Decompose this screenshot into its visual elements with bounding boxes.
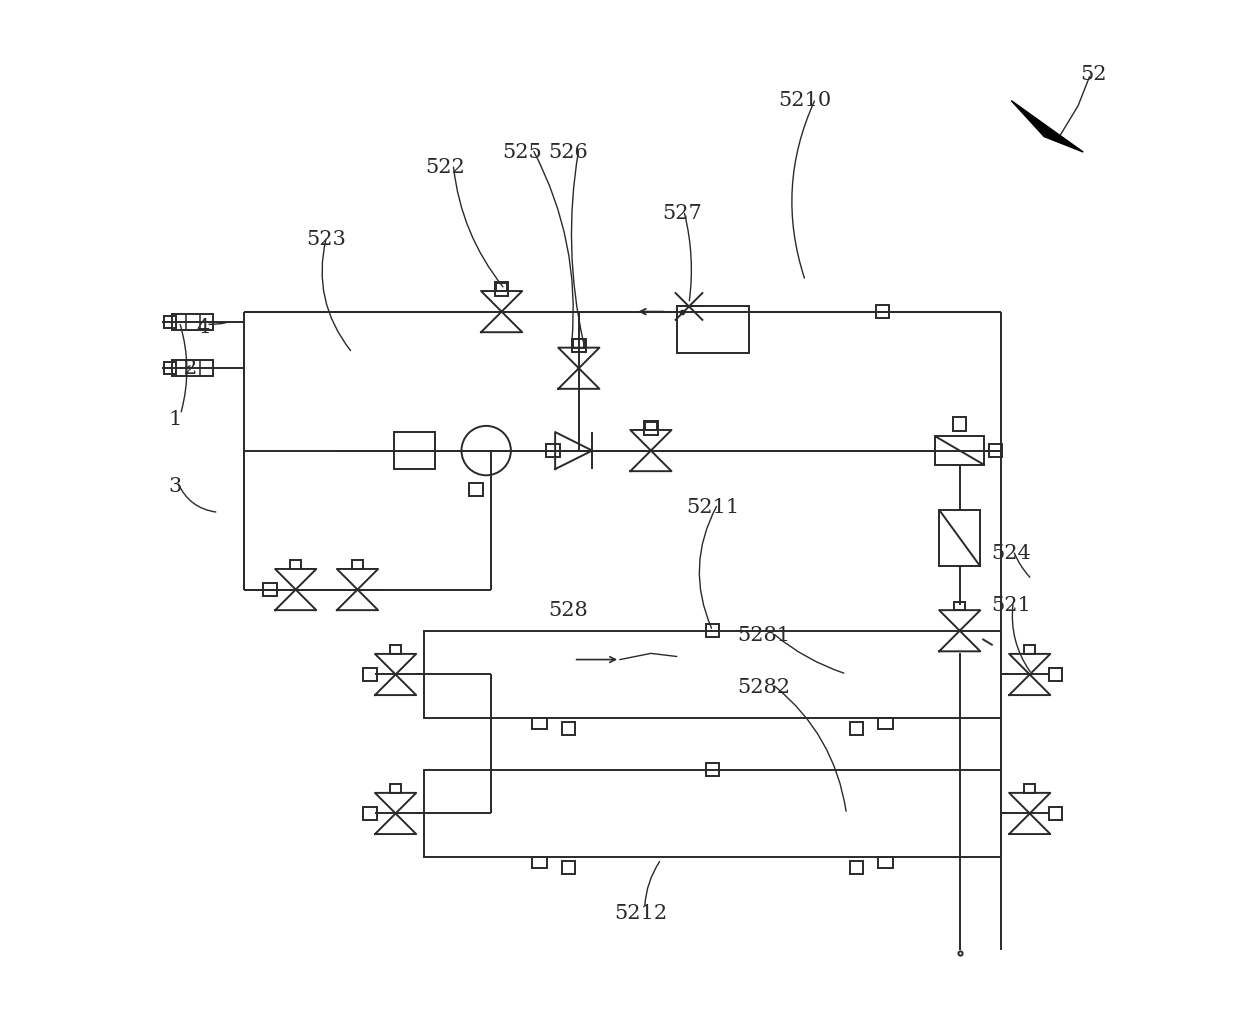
Bar: [363, 668, 377, 681]
Bar: [424, 630, 1001, 718]
Bar: [878, 857, 893, 867]
Bar: [990, 444, 1002, 457]
Bar: [393, 432, 435, 469]
Text: 522: 522: [425, 158, 465, 177]
Bar: [496, 283, 507, 291]
Bar: [939, 510, 981, 566]
Text: 527: 527: [662, 204, 702, 224]
Bar: [878, 718, 893, 729]
Bar: [1049, 668, 1063, 681]
Text: 5282: 5282: [738, 678, 791, 697]
Text: 526: 526: [548, 143, 589, 161]
Bar: [352, 561, 363, 569]
Text: 524: 524: [991, 544, 1032, 563]
Bar: [645, 421, 657, 435]
Text: 525: 525: [502, 143, 542, 161]
Text: 5210: 5210: [779, 91, 832, 110]
Text: 5281: 5281: [738, 626, 791, 646]
Bar: [851, 721, 863, 735]
Bar: [1024, 785, 1035, 793]
Text: 2: 2: [184, 359, 196, 378]
Bar: [263, 583, 277, 596]
Bar: [363, 806, 377, 820]
Text: 528: 528: [548, 600, 589, 620]
Bar: [1049, 806, 1063, 820]
Bar: [164, 316, 176, 328]
Bar: [677, 306, 749, 353]
Bar: [172, 314, 213, 330]
Text: 52: 52: [1080, 65, 1107, 84]
Bar: [851, 861, 863, 875]
Bar: [935, 436, 985, 465]
Text: 5212: 5212: [614, 905, 667, 923]
Text: 523: 523: [306, 230, 346, 249]
Text: 4: 4: [196, 318, 210, 336]
Bar: [532, 857, 547, 867]
Bar: [572, 338, 585, 352]
Bar: [562, 721, 575, 735]
Bar: [424, 770, 1001, 857]
Bar: [532, 718, 547, 729]
Bar: [954, 601, 966, 611]
Bar: [290, 561, 301, 569]
Bar: [875, 305, 889, 319]
Bar: [547, 444, 559, 457]
Bar: [389, 646, 402, 654]
Text: 1: 1: [169, 410, 182, 430]
Polygon shape: [1011, 100, 1084, 152]
Bar: [706, 624, 719, 638]
Bar: [495, 283, 508, 296]
Bar: [706, 763, 719, 776]
Text: 3: 3: [169, 477, 182, 496]
Bar: [573, 339, 584, 348]
Bar: [389, 785, 402, 793]
Bar: [469, 483, 482, 497]
Bar: [954, 417, 966, 431]
Bar: [645, 421, 656, 430]
Text: 5211: 5211: [686, 498, 739, 516]
Bar: [164, 362, 176, 375]
Bar: [562, 861, 575, 875]
Bar: [1024, 646, 1035, 654]
Text: 521: 521: [991, 595, 1032, 615]
Bar: [172, 360, 213, 377]
